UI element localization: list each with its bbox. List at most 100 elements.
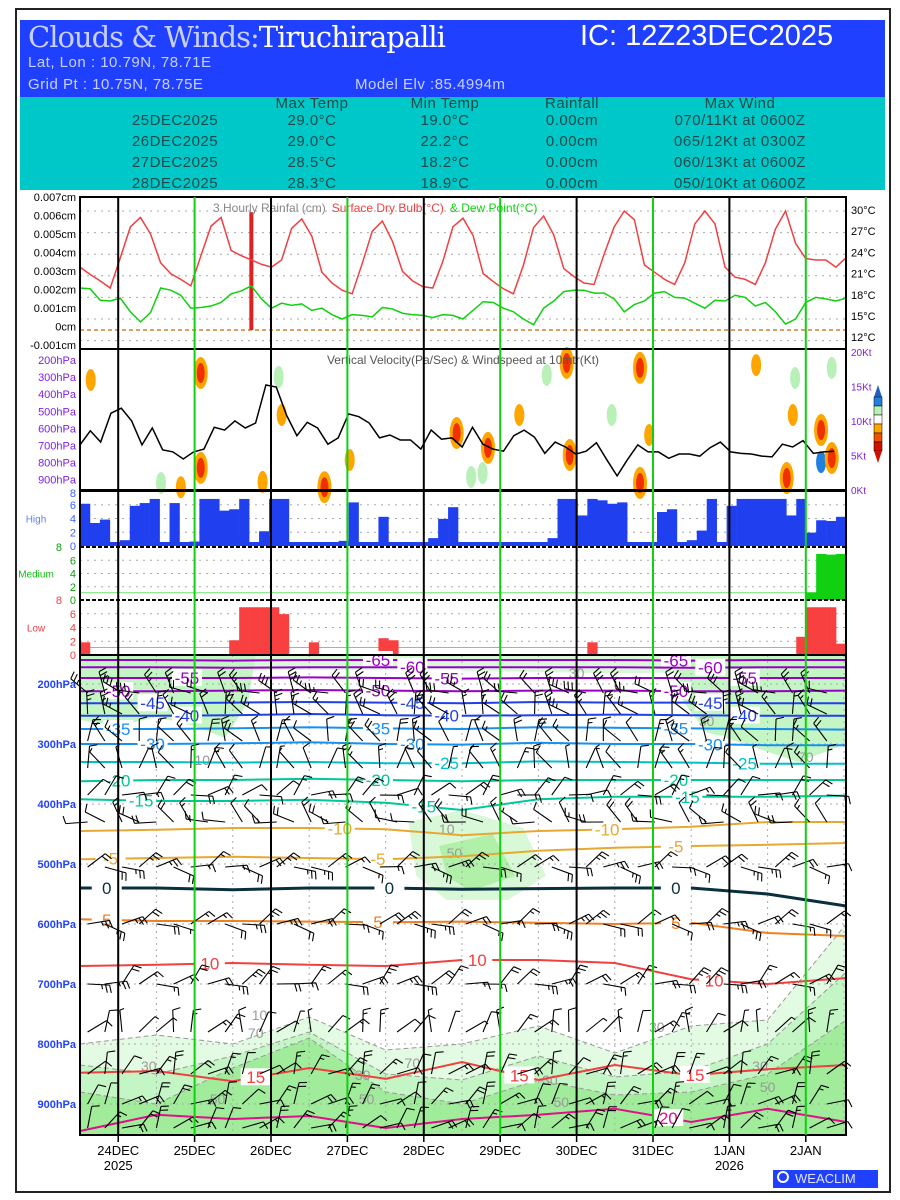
barb-feather [364,856,371,864]
wind-barb [740,1009,750,1033]
barb-staff [740,726,759,742]
wind-barb [362,866,384,884]
barb-feather [361,858,365,863]
cloud-bar [656,512,668,546]
barb-feather [221,719,230,724]
barb-feather [172,1007,181,1011]
barb-feather [362,924,365,930]
windspeed-axis-tick: 15Kt [851,383,872,394]
isotherm-label: -35 [664,719,689,738]
legend-swatch [873,423,883,434]
row-rainfall: 0.00cm [545,154,599,171]
barb-feather [698,816,703,824]
barb-feather [468,859,475,867]
barb-feather [278,747,283,752]
barb-feather [84,804,88,813]
barb-feather [710,922,715,931]
wind-barb [362,777,385,796]
barb-feather [334,672,340,680]
barb-feather [242,986,245,995]
barb-feather [134,919,139,924]
barb-feather [167,775,176,779]
wind-barb [441,814,466,823]
barb-staff [156,983,179,989]
wind-barb [396,787,423,796]
wind-barb [738,674,759,694]
barb-feather [155,1096,162,1104]
wind-barb [86,689,95,715]
barb-staff [489,748,501,769]
rain-axis-tick: 0.004cm [34,248,76,260]
barb-feather [793,744,800,753]
rh-contour-label: 50 [760,1079,776,1095]
barb-staff [156,858,177,868]
row-min-temp: 18.9°C [420,175,470,190]
barb-feather [705,788,710,793]
col-header-max-temp: Max Temp [275,97,349,112]
barb-feather [94,722,99,727]
barb-staff [740,1052,744,1075]
barb-feather [105,984,108,993]
barb-staff [809,1117,830,1129]
wind-barb [603,860,630,870]
barb-feather [717,1012,726,1017]
wind-barb [673,669,690,694]
cloud-bar [259,607,270,655]
barb-feather [257,874,260,883]
wind-barb [124,690,140,715]
wind-barb [396,1067,423,1075]
barb-feather [405,667,413,674]
wind-barb [500,866,522,882]
barb-feather [201,811,204,820]
wind-barb [170,696,192,715]
cloud-bar [239,607,250,655]
barb-feather [474,715,482,722]
barb-feather [671,693,680,697]
barb-feather [712,676,718,684]
daily-summary-table: Max Temp Min Temp Rainfall Max Wind 25DE… [20,97,885,190]
wind-barb [155,690,167,715]
barb-feather [607,789,612,798]
wind-barb [723,1019,749,1033]
cloud-bar [786,515,797,546]
barb-feather [348,1096,355,1104]
barb-feather [784,677,789,682]
barb-feather [521,920,526,929]
barb-feather [491,748,496,753]
wind-barb [396,910,422,925]
wind-barb [474,715,484,742]
barb-staff [291,702,312,715]
barb-feather [799,695,804,700]
barb-feather [414,1018,422,1025]
vertical-velocity-cell [85,368,96,391]
wind-barb [809,973,835,985]
barb-feather [102,695,105,704]
wind-barb [809,866,831,885]
okta-axis-tick: 4 [70,623,76,635]
temp-axis-tick: 18°C [851,290,876,302]
wind-barb [723,983,748,994]
barb-feather [509,1053,518,1056]
barb-feather [564,776,573,781]
barb-feather [774,916,780,925]
rain-axis-tick: 0.005cm [34,229,76,241]
barb-staff [259,1064,280,1075]
wind-barb [156,858,183,868]
vertical-velocity-core [782,468,791,489]
cloud-bar [637,543,648,546]
wind-barb [310,866,334,881]
grid-point: Grid Pt : 10.75N, 78.75E [28,76,204,93]
barb-feather [718,910,727,916]
wind-barb [606,798,621,823]
barb-feather [504,984,508,993]
rh-contour-label: 70 [405,1055,421,1071]
barb-feather [787,1109,796,1114]
rain-axis-tick: 0.003cm [34,266,76,278]
barb-feather [490,796,497,803]
wind-barb [272,805,295,823]
rh-contour-label: 50 [447,845,463,861]
wind-barb [259,857,286,868]
barb-feather [552,718,558,727]
barb-feather [416,690,422,698]
barb-feather [791,909,799,915]
